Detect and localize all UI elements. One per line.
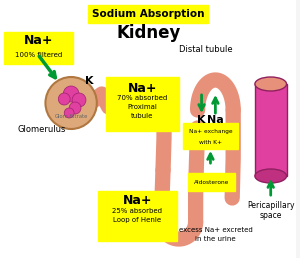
Text: K: K xyxy=(197,115,206,125)
Text: excess Na+ excreted: excess Na+ excreted xyxy=(178,227,252,233)
Text: 100% filtered: 100% filtered xyxy=(15,52,62,58)
FancyBboxPatch shape xyxy=(183,123,238,149)
Text: Na+: Na+ xyxy=(128,82,157,94)
FancyBboxPatch shape xyxy=(4,32,73,64)
Text: 25% absorbed: 25% absorbed xyxy=(112,208,162,214)
Text: Na: Na xyxy=(207,115,224,125)
Text: K: K xyxy=(85,76,93,86)
FancyBboxPatch shape xyxy=(88,5,208,23)
Text: Distal tubule: Distal tubule xyxy=(179,45,232,54)
Text: Proximal: Proximal xyxy=(127,104,157,110)
Ellipse shape xyxy=(255,77,286,91)
FancyBboxPatch shape xyxy=(188,173,235,191)
Text: Kidney: Kidney xyxy=(116,24,180,42)
Text: Sodium Absorption: Sodium Absorption xyxy=(92,9,205,19)
Text: Pericapillary: Pericapillary xyxy=(247,201,295,211)
Text: Glomerulus: Glomerulus xyxy=(17,125,66,134)
Text: 70% absorbed: 70% absorbed xyxy=(117,95,167,101)
Text: Na+: Na+ xyxy=(123,195,152,207)
Circle shape xyxy=(64,108,74,118)
Text: Loop of Henle: Loop of Henle xyxy=(113,217,161,223)
FancyBboxPatch shape xyxy=(106,77,179,131)
Bar xyxy=(255,84,286,176)
Text: tubule: tubule xyxy=(131,113,154,119)
Circle shape xyxy=(69,102,81,114)
Text: Glom.filtrate: Glom.filtrate xyxy=(54,115,88,119)
Circle shape xyxy=(58,93,70,105)
Circle shape xyxy=(72,93,86,107)
Ellipse shape xyxy=(255,169,286,183)
Text: space: space xyxy=(260,212,282,221)
Circle shape xyxy=(63,86,79,102)
Text: Na+ exchange: Na+ exchange xyxy=(189,128,232,133)
FancyBboxPatch shape xyxy=(98,191,177,241)
Text: in the urine: in the urine xyxy=(195,236,236,242)
Text: Aldosterone: Aldosterone xyxy=(194,180,229,184)
Text: with K+: with K+ xyxy=(199,140,222,144)
Ellipse shape xyxy=(45,77,97,129)
Text: Na+: Na+ xyxy=(24,35,53,47)
